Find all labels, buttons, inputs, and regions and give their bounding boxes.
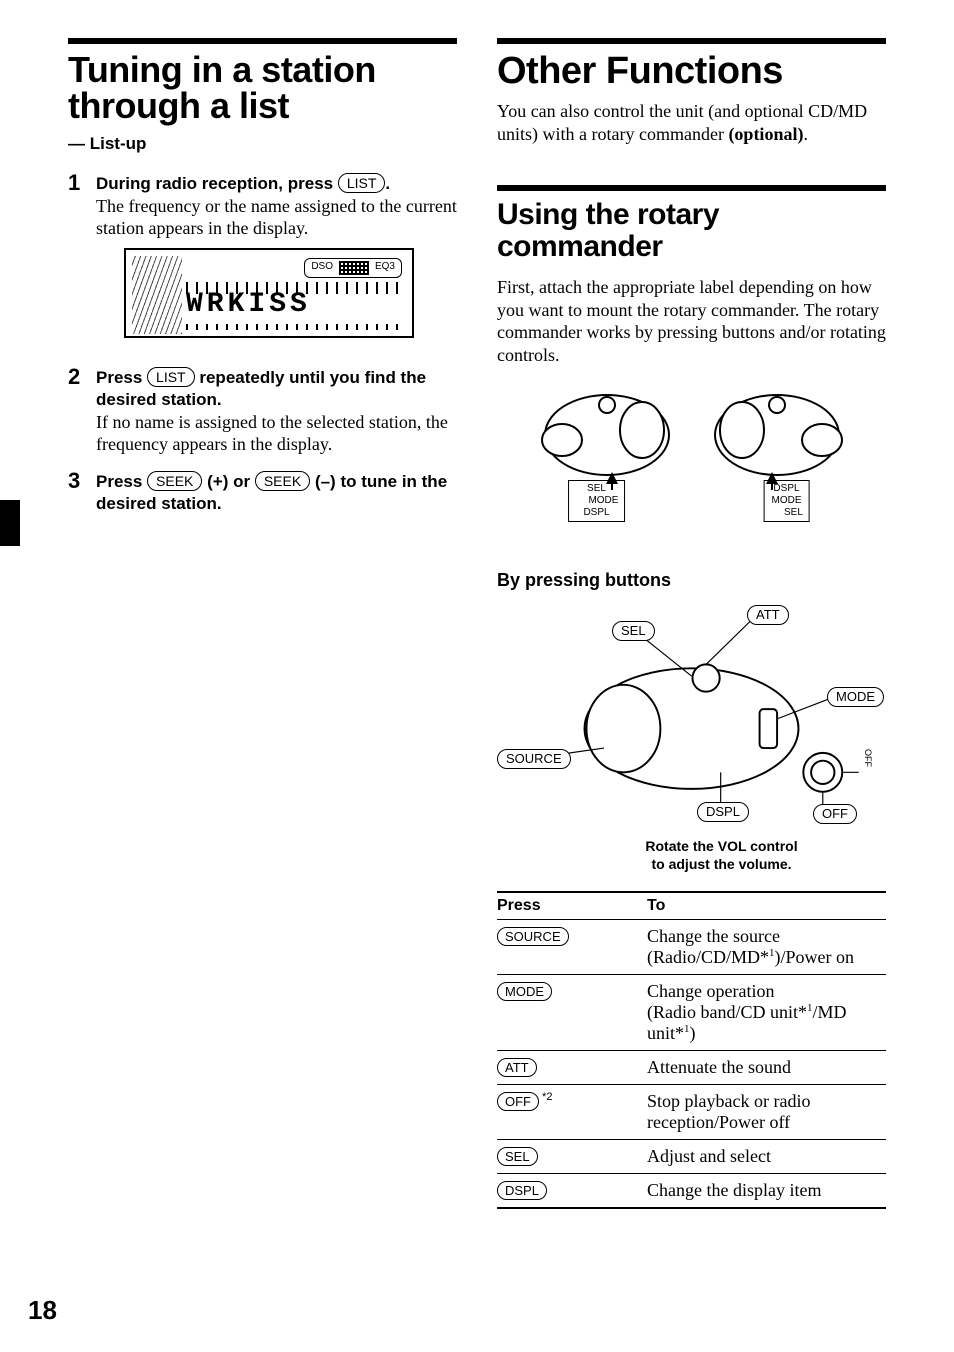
button-pill: ATT	[497, 1058, 537, 1077]
step-head: During radio reception, press LIST.	[96, 174, 390, 193]
buttons-table: Press To SOURCE Change the source(Radio/C…	[497, 891, 886, 1209]
left-subtitle: — List-up	[68, 134, 457, 154]
page-columns: Tuning in a station through a list — Lis…	[68, 38, 886, 1209]
footnote-marker: *2	[539, 1091, 552, 1103]
table-cell-press: MODE	[497, 975, 647, 1051]
rc-left: SEL MODE DSPL	[512, 380, 682, 490]
step-number: 3	[68, 470, 86, 515]
table-cell-to: Adjust and select	[647, 1140, 886, 1174]
text: During radio reception, press	[96, 174, 338, 193]
left-column: Tuning in a station through a list — Lis…	[68, 38, 457, 1209]
table-cell-press: ATT	[497, 1051, 647, 1085]
text: .	[803, 124, 808, 144]
rotary-commander-callout-diagram: ATT SEL MODE SOURCE DSPL OFF OFF	[497, 599, 886, 829]
right-sub-intro: First, attach the appropriate label depe…	[497, 276, 886, 366]
th-press: Press	[497, 892, 647, 920]
rotary-commander-pair-diagram: SEL MODE DSPL DSPL MODE SEL	[497, 380, 886, 530]
table-row: ATT Attenuate the sound	[497, 1051, 886, 1085]
table-row: SEL Adjust and select	[497, 1140, 886, 1174]
table-cell-press: DSPL	[497, 1174, 647, 1209]
lcd-display-illustration: DSO EQ3 WRKISS	[124, 248, 414, 338]
page-number: 18	[28, 1295, 57, 1326]
left-title: Tuning in a station through a list	[68, 52, 457, 124]
step-desc: The frequency or the name assigned to th…	[96, 195, 457, 240]
callout-att: ATT	[747, 605, 789, 625]
button-pill: DSPL	[497, 1181, 547, 1200]
right-subtitle: Using the rotary commander	[497, 199, 886, 262]
table-row: SOURCE Change the source(Radio/CD/MD*1)/P…	[497, 920, 886, 975]
side-tab	[0, 500, 20, 546]
text: Press	[96, 472, 147, 491]
th-to: To	[647, 892, 886, 920]
step-head: Press SEEK (+) or SEEK (–) to tune in th…	[96, 472, 447, 514]
text: (+) or	[207, 472, 255, 491]
callout-off: OFF	[813, 804, 857, 824]
lcd-dso: DSO	[311, 261, 333, 274]
step-1: 1 During radio reception, press LIST. Th…	[68, 172, 457, 352]
button-pill: OFF	[497, 1092, 539, 1111]
rule	[68, 38, 457, 44]
lcd-ticks-bottom	[186, 324, 402, 330]
text: You can also control the unit (and optio…	[497, 101, 867, 144]
table-row: DSPL Change the display item	[497, 1174, 886, 1209]
step-desc: If no name is assigned to the selected s…	[96, 411, 457, 456]
text-bold: (optional)	[728, 124, 803, 144]
by-pressing-heading: By pressing buttons	[497, 570, 886, 591]
callout-dspl: DSPL	[697, 802, 749, 822]
caption-line2: to adjust the volume.	[651, 856, 791, 872]
caption-line1: Rotate the VOL control	[645, 838, 797, 854]
table-cell-to: Change the display item	[647, 1174, 886, 1209]
table-cell-press: OFF *2	[497, 1085, 647, 1140]
lcd-eq3: EQ3	[375, 261, 395, 274]
step-number: 1	[68, 172, 86, 352]
callout-mode: MODE	[827, 687, 884, 707]
rule	[497, 38, 886, 44]
list-button-pill: LIST	[338, 173, 386, 193]
seek-button-pill: SEEK	[147, 471, 202, 491]
table-cell-press: SEL	[497, 1140, 647, 1174]
right-column: Other Functions You can also control the…	[497, 38, 886, 1209]
table-row: OFF *2Stop playback or radio reception/P…	[497, 1085, 886, 1140]
step-number: 2	[68, 366, 86, 456]
callout-source: SOURCE	[497, 749, 571, 769]
rc-right-tag: DSPL MODE SEL	[763, 480, 810, 522]
table-cell-to: Attenuate the sound	[647, 1051, 886, 1085]
rc-right: DSPL MODE SEL	[702, 380, 872, 490]
step-2: 2 Press LIST repeatedly until you find t…	[68, 366, 457, 456]
button-pill: SOURCE	[497, 927, 569, 946]
lcd-blocks	[339, 261, 369, 275]
table-cell-press: SOURCE	[497, 920, 647, 975]
step-head: Press LIST repeatedly until you find the…	[96, 368, 426, 410]
vol-caption: Rotate the VOL control to adjust the vol…	[497, 837, 886, 873]
seek-button-pill: SEEK	[255, 471, 310, 491]
rc-left-tag: SEL MODE DSPL	[568, 480, 626, 522]
list-button-pill: LIST	[147, 367, 195, 387]
lcd-segment-text: WRKISS	[186, 287, 311, 322]
text: Press	[96, 368, 147, 387]
table-cell-to: Change operation(Radio band/CD unit*1/MD…	[647, 975, 886, 1051]
steps-list: 1 During radio reception, press LIST. Th…	[68, 172, 457, 515]
button-pill: MODE	[497, 982, 552, 1001]
table-cell-to: Change the source(Radio/CD/MD*1)/Power o…	[647, 920, 886, 975]
table-cell-to: Stop playback or radio reception/Power o…	[647, 1085, 886, 1140]
lcd-badge: DSO EQ3	[304, 258, 402, 278]
text: .	[385, 174, 390, 193]
lcd-bars	[132, 256, 182, 334]
table-row: MODE Change operation(Radio band/CD unit*…	[497, 975, 886, 1051]
right-intro: You can also control the unit (and optio…	[497, 100, 886, 145]
button-pill: SEL	[497, 1147, 538, 1166]
step-3: 3 Press SEEK (+) or SEEK (–) to tune in …	[68, 470, 457, 515]
right-title: Other Functions	[497, 52, 886, 90]
callout-sel: SEL	[612, 621, 655, 641]
callout-off-side: OFF	[863, 749, 873, 767]
rule	[497, 185, 886, 191]
